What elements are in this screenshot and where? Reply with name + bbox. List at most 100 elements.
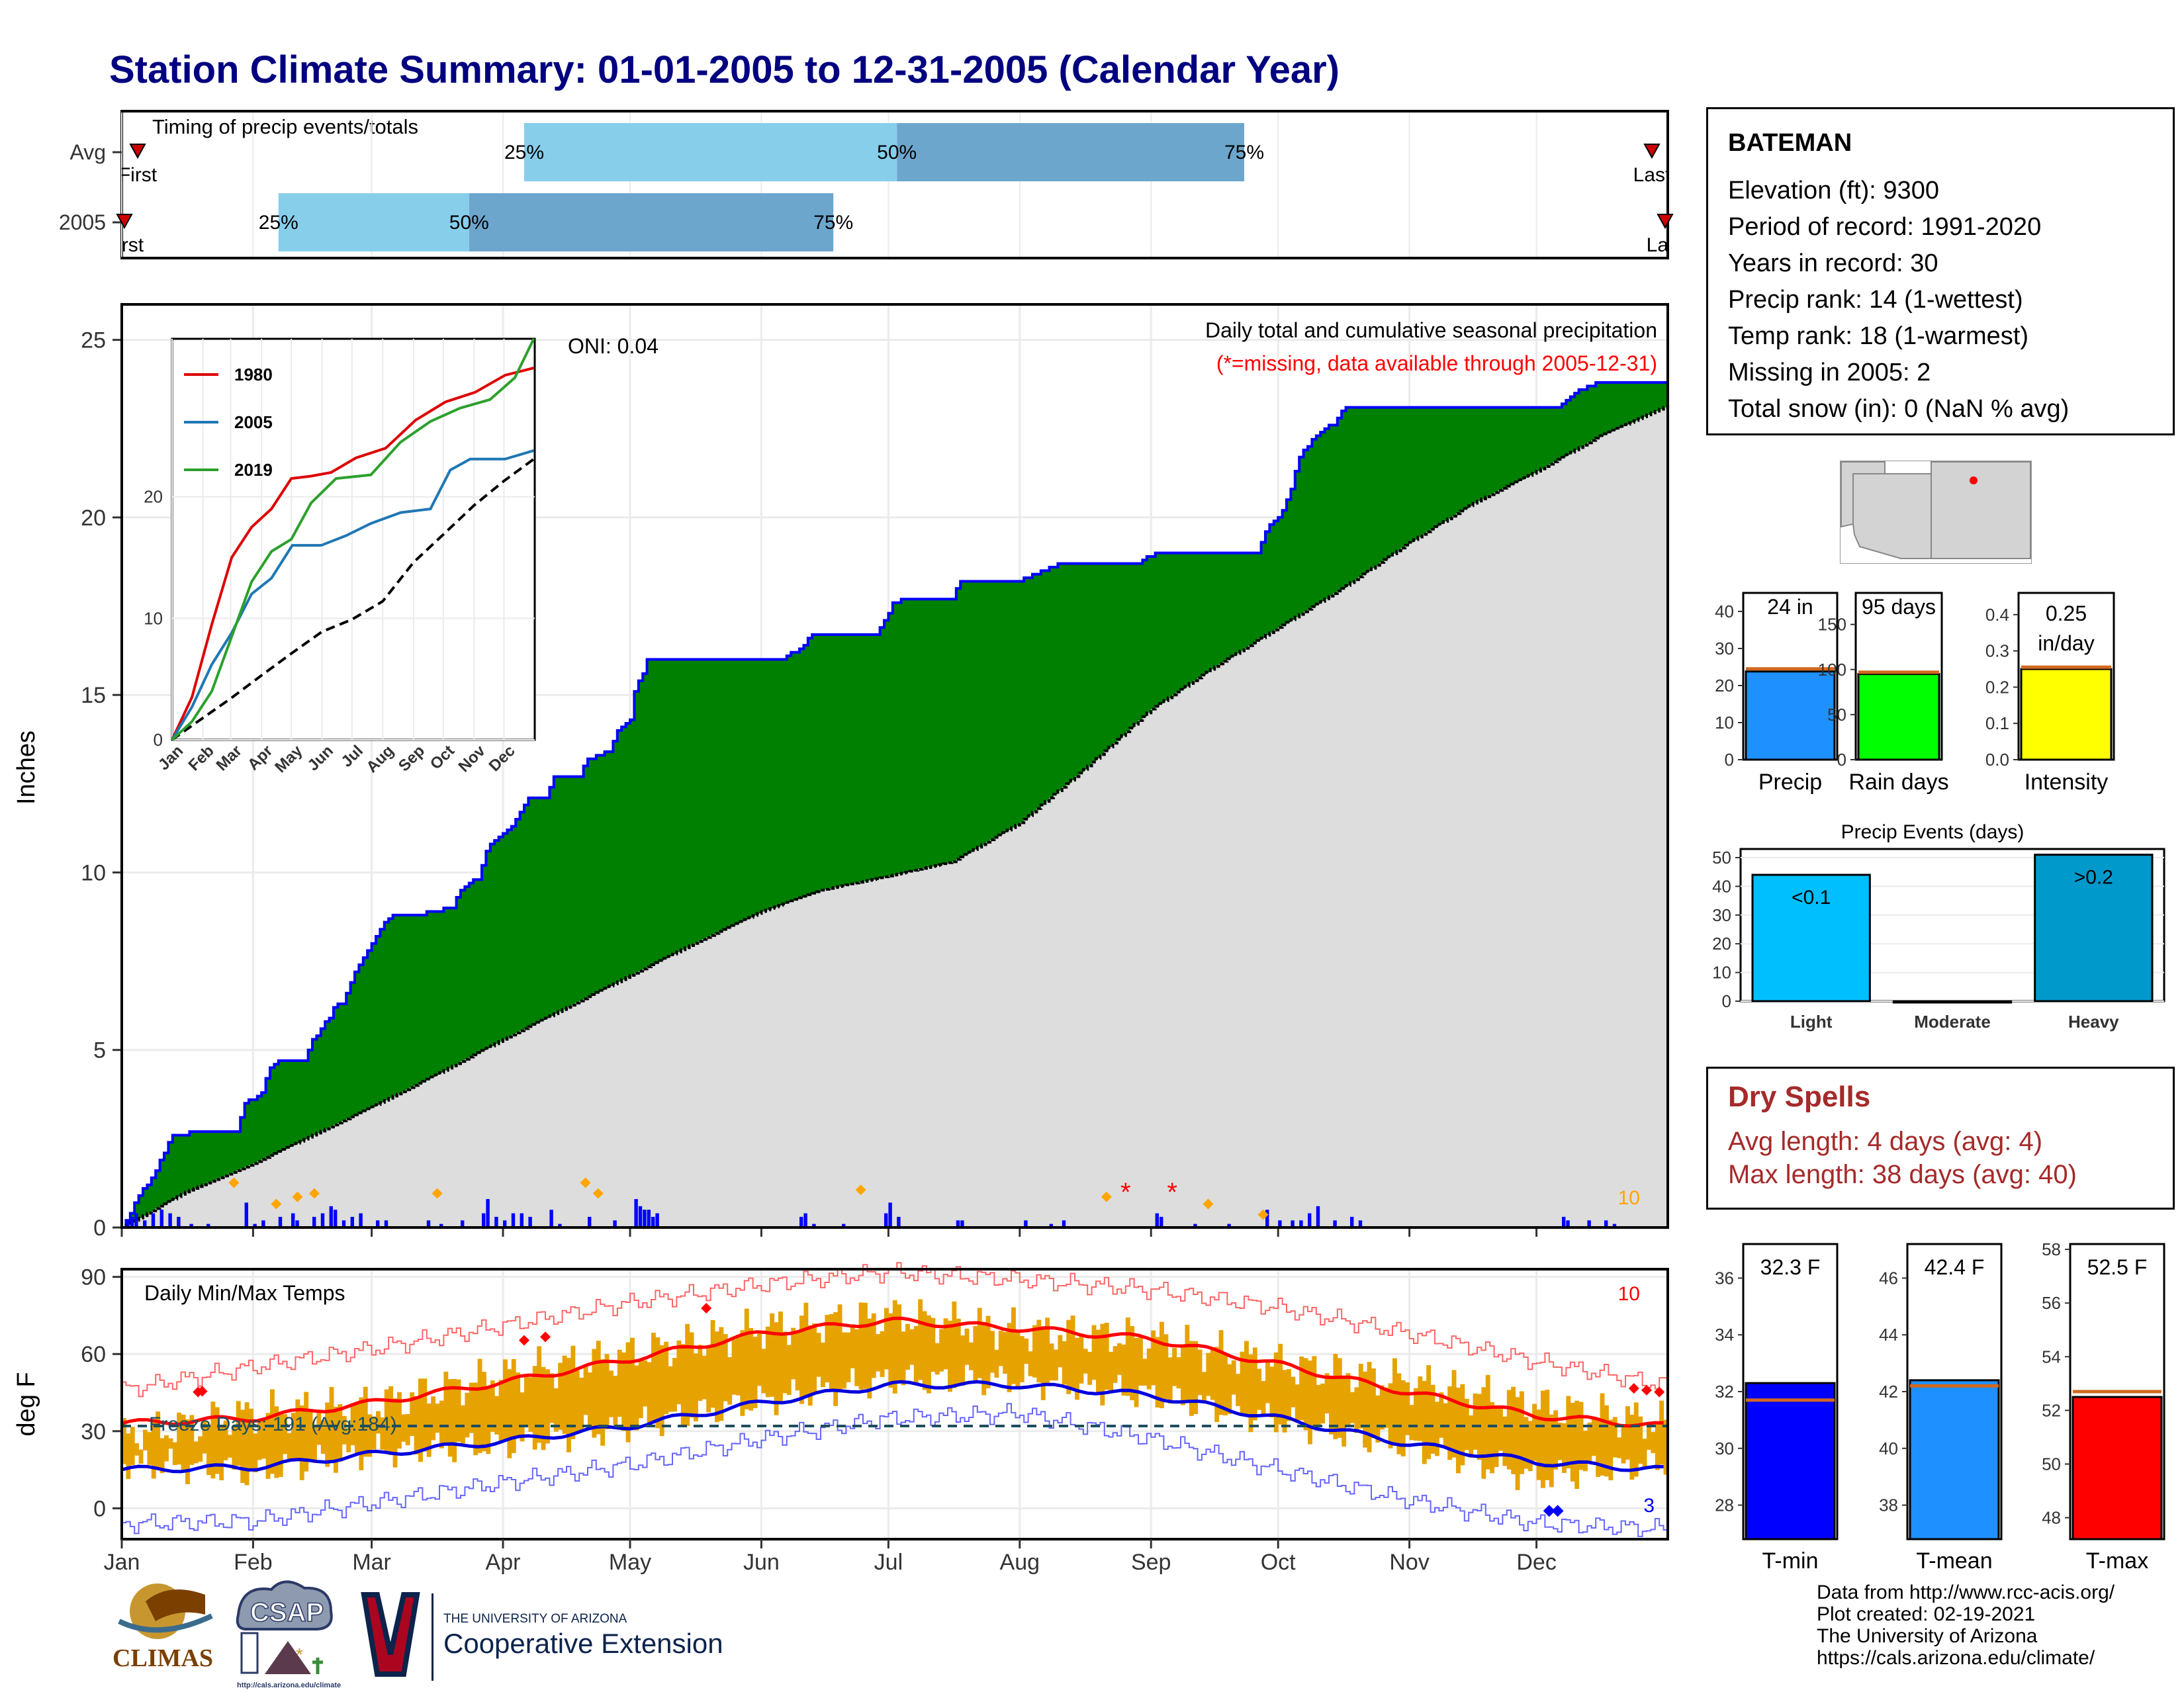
precip-ytick-label: 20	[81, 506, 106, 531]
daily-precip-bar	[647, 1210, 651, 1227]
daily-temp-bar	[867, 1318, 872, 1399]
daily-precip-bar	[884, 1213, 888, 1227]
daily-temp-bar	[376, 1411, 381, 1434]
daily-temp-bar	[990, 1331, 995, 1373]
daily-temp-bar	[511, 1359, 516, 1453]
stat-label: T-min	[1762, 1548, 1819, 1574]
daily-temp-bar	[782, 1331, 788, 1394]
ua-name-text: THE UNIVERSITY OF ARIZONA	[443, 1612, 627, 1626]
daily-temp-bar	[1028, 1351, 1033, 1376]
record-high-marker	[1641, 1384, 1652, 1396]
daily-temp-bar	[672, 1358, 677, 1412]
daily-temp-bar	[888, 1313, 893, 1388]
daily-temp-bar	[1121, 1344, 1126, 1396]
daily-temp-bar	[214, 1407, 220, 1474]
daily-temp-bar	[1172, 1348, 1177, 1386]
daily-temp-bar	[1659, 1400, 1664, 1465]
events-ytick-label: 20	[1712, 934, 1731, 954]
daily-precip-bar	[960, 1220, 964, 1227]
events-ytick-label: 30	[1712, 905, 1731, 925]
logos: CLIMAS CSAP * http://cals.arizona.edu/cl…	[113, 1580, 723, 1689]
daily-temp-bar	[193, 1441, 199, 1464]
missing-data-marker: *	[1167, 1178, 1177, 1207]
daily-temp-bar	[617, 1349, 622, 1417]
daily-temp-bar	[325, 1402, 330, 1467]
daily-precip-bar	[482, 1213, 486, 1227]
daily-temp-bar	[363, 1386, 368, 1457]
hot-count: 10	[1618, 1283, 1640, 1305]
daily-temp-bar	[600, 1359, 606, 1446]
inset-ytick-label: 20	[144, 487, 163, 507]
daily-temp-bar	[1345, 1373, 1351, 1427]
extreme-precip-marker	[271, 1198, 282, 1210]
daily-temp-bar	[1651, 1432, 1656, 1454]
daily-temp-bar	[1350, 1392, 1355, 1423]
daily-temp-bar	[1414, 1388, 1418, 1441]
daily-temp-bar	[1282, 1370, 1287, 1433]
daily-temp-bar	[1185, 1325, 1190, 1402]
daily-temp-bar	[918, 1299, 923, 1380]
daily-precip-bar	[1278, 1220, 1282, 1227]
timing-label-25: 25%	[259, 212, 298, 234]
daily-temp-bar	[643, 1360, 648, 1407]
daily-precip-bar	[1333, 1220, 1337, 1227]
extreme-precip-marker	[1257, 1209, 1269, 1220]
station-elevation: Elevation (ft): 9300	[1728, 177, 1939, 204]
timing-title: Timing of precip events/totals	[152, 115, 418, 138]
daily-temp-bar	[257, 1419, 262, 1460]
footer-url: https://cals.arizona.edu/climate/	[1817, 1647, 2095, 1669]
stat-bar-t-min	[1745, 1382, 1836, 1540]
daily-temp-bar	[228, 1435, 232, 1458]
daily-temp-bar	[901, 1331, 906, 1386]
daily-temp-bar	[799, 1315, 804, 1404]
daily-temp-bar	[1608, 1419, 1614, 1481]
daily-temp-bar	[1252, 1347, 1257, 1421]
cooperative-extension-text: Cooperative Extension	[443, 1628, 723, 1659]
daily-temp-bar	[596, 1341, 601, 1435]
timing-label-75: 75%	[813, 212, 853, 234]
daily-temp-bar	[939, 1329, 944, 1372]
daily-temp-bar	[1371, 1368, 1376, 1439]
stat-ytick-label: 40	[1715, 602, 1734, 621]
daily-precip-bar	[803, 1213, 807, 1227]
timing-bar-25-50	[278, 193, 469, 251]
daily-temp-bar	[126, 1433, 131, 1480]
daily-precip-bar	[1299, 1220, 1303, 1227]
station-missing: Missing in 2005: 2	[1728, 359, 1931, 386]
stat-ytick-label: 100	[1818, 660, 1846, 680]
daily-temp-bar	[1494, 1405, 1499, 1467]
daily-temp-bar	[1621, 1425, 1626, 1464]
daily-temp-bar	[676, 1340, 682, 1405]
daily-temp-bar	[774, 1322, 779, 1415]
month-label: Feb	[234, 1550, 273, 1575]
daily-temp-bar	[562, 1355, 567, 1434]
daily-temp-bar	[943, 1318, 948, 1370]
daily-precip-bar	[312, 1216, 316, 1227]
extreme-precip-marker	[1203, 1198, 1214, 1210]
daily-temp-bar	[812, 1323, 817, 1394]
precip-ytick-label: 5	[93, 1038, 106, 1063]
record-high-marker	[701, 1303, 712, 1314]
daily-temp-bar	[291, 1413, 296, 1461]
daily-precip-bar	[1049, 1224, 1053, 1227]
daily-precip-bar	[1024, 1220, 1028, 1227]
daily-temp-bar	[477, 1359, 482, 1453]
precip-title: Daily total and cumulative seasonal prec…	[1205, 318, 1657, 342]
stat-ytick-label: 0.2	[1985, 677, 2009, 697]
csap-url: http://cals.arizona.edu/climate	[237, 1681, 341, 1689]
daily-temp-bar	[367, 1414, 373, 1457]
daily-temp-bar	[1075, 1337, 1079, 1400]
events-bar-light	[1751, 873, 1871, 1003]
inset-legend-label: 1980	[234, 365, 273, 384]
daily-temp-bar	[1333, 1353, 1338, 1439]
daily-temp-bar	[346, 1429, 351, 1452]
daily-temp-bar	[706, 1345, 711, 1413]
daily-temp-bar	[1405, 1382, 1410, 1435]
daily-temp-bar	[694, 1353, 698, 1421]
first-event-label: First	[118, 164, 158, 186]
daily-temp-bar	[1439, 1392, 1444, 1438]
daily-temp-bar	[185, 1419, 190, 1484]
daily-temp-bar	[320, 1420, 326, 1454]
stat-ytick-label: 0.3	[1985, 641, 2009, 661]
daily-temp-bar	[1600, 1393, 1605, 1476]
